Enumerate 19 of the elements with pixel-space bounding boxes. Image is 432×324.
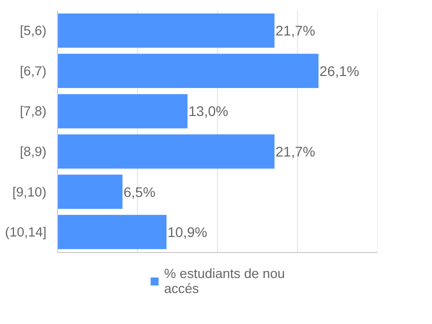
- y-tick-label: [7,8): [20, 104, 47, 119]
- data-label: 6,5%: [124, 184, 156, 200]
- bar: [58, 14, 274, 48]
- y-tick-label: [8,9): [20, 144, 47, 159]
- y-tick-label: [5,6): [20, 23, 47, 38]
- data-label: 13,0%: [188, 103, 228, 120]
- data-label: 26,1%: [320, 62, 360, 79]
- bar: [58, 174, 122, 209]
- y-tick-label: [9,10): [12, 184, 47, 200]
- bar: [58, 94, 188, 128]
- y-tick-label: [6,7): [20, 63, 47, 78]
- data-label: 21,7%: [276, 22, 316, 39]
- legend-label: % estudiants de nou accés: [164, 266, 285, 296]
- bar: [58, 214, 166, 250]
- data-label: 21,7%: [276, 143, 316, 160]
- data-label: 10,9%: [168, 224, 208, 240]
- y-tick-label: (10,14]: [5, 224, 47, 240]
- bar: [58, 134, 274, 169]
- bar: [58, 54, 318, 88]
